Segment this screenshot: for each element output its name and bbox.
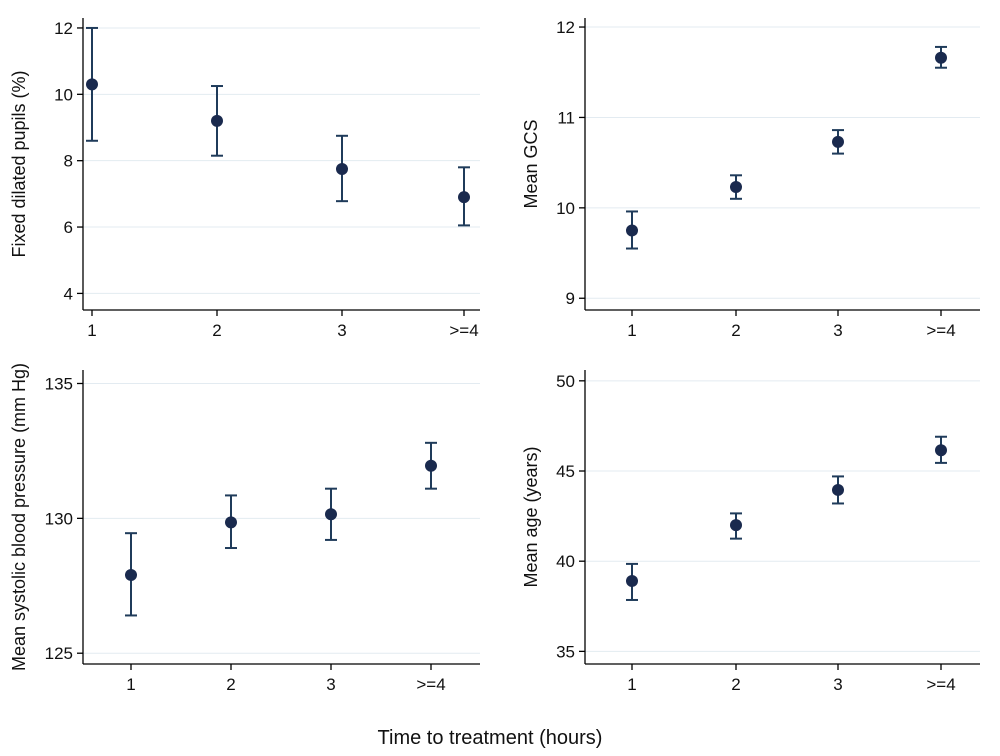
x-tick-label: >=4: [926, 321, 955, 340]
x-tick-label: 1: [87, 321, 96, 340]
x-tick-label: 1: [627, 321, 636, 340]
y-tick-label: 10: [54, 85, 73, 104]
x-tick-label: 3: [833, 321, 842, 340]
data-point: [730, 519, 742, 532]
data-point: [832, 483, 844, 496]
y-tick-label: 130: [45, 509, 73, 528]
y-axis-label: Mean systolic blood pressure (mm Hg): [9, 363, 29, 671]
y-tick-label: 12: [54, 19, 73, 38]
data-point: [935, 51, 947, 64]
chart-panel-4: 35 40 45 50 1 2 3 >=4 Mean age (years): [521, 370, 980, 694]
data-point: [458, 191, 470, 204]
data-point: [325, 508, 337, 521]
y-tick-label: 125: [45, 644, 73, 663]
data-point: [336, 162, 348, 175]
data-point: [425, 459, 437, 472]
data-point: [832, 135, 844, 148]
chart-panel-3: 125 130 135 1 2 3 >=4 Mean systolic blood press…: [9, 363, 480, 694]
x-tick-label: >=4: [449, 321, 478, 340]
x-tick-label: 3: [833, 675, 842, 694]
x-tick-label: >=4: [926, 675, 955, 694]
y-axis-label: Fixed dilated pupils (%): [9, 70, 29, 257]
data-point: [86, 78, 98, 91]
data-point: [626, 575, 638, 588]
x-tick-label: 3: [326, 675, 335, 694]
y-tick-label: 4: [64, 284, 73, 303]
shared-x-axis-label: Time to treatment (hours): [378, 727, 603, 749]
y-axis-label: Mean age (years): [521, 446, 541, 587]
y-axis-label: Mean GCS: [521, 119, 541, 208]
x-tick-label: 1: [627, 675, 636, 694]
y-tick-label: 11: [557, 108, 575, 127]
data-point: [225, 516, 237, 529]
y-tick-label: 12: [556, 18, 575, 37]
y-tick-label: 45: [556, 462, 575, 481]
x-tick-label: 2: [226, 675, 235, 694]
y-tick-label: 135: [45, 374, 73, 393]
y-tick-label: 9: [566, 289, 575, 308]
y-tick-label: 50: [556, 372, 575, 391]
data-point: [626, 224, 638, 237]
y-tick-label: 8: [64, 152, 73, 171]
data-point: [211, 114, 223, 127]
x-tick-label: >=4: [416, 675, 445, 694]
y-tick-label: 6: [64, 218, 73, 237]
x-tick-label: 2: [731, 321, 740, 340]
x-tick-label: 1: [126, 675, 135, 694]
y-tick-label: 10: [556, 199, 575, 218]
x-tick-label: 2: [212, 321, 221, 340]
data-point: [935, 444, 947, 457]
y-tick-label: 40: [556, 552, 575, 571]
y-tick-label: 35: [556, 642, 575, 661]
data-point: [730, 181, 742, 194]
data-point: [125, 568, 137, 581]
x-tick-label: 3: [337, 321, 346, 340]
x-tick-label: 2: [731, 675, 740, 694]
